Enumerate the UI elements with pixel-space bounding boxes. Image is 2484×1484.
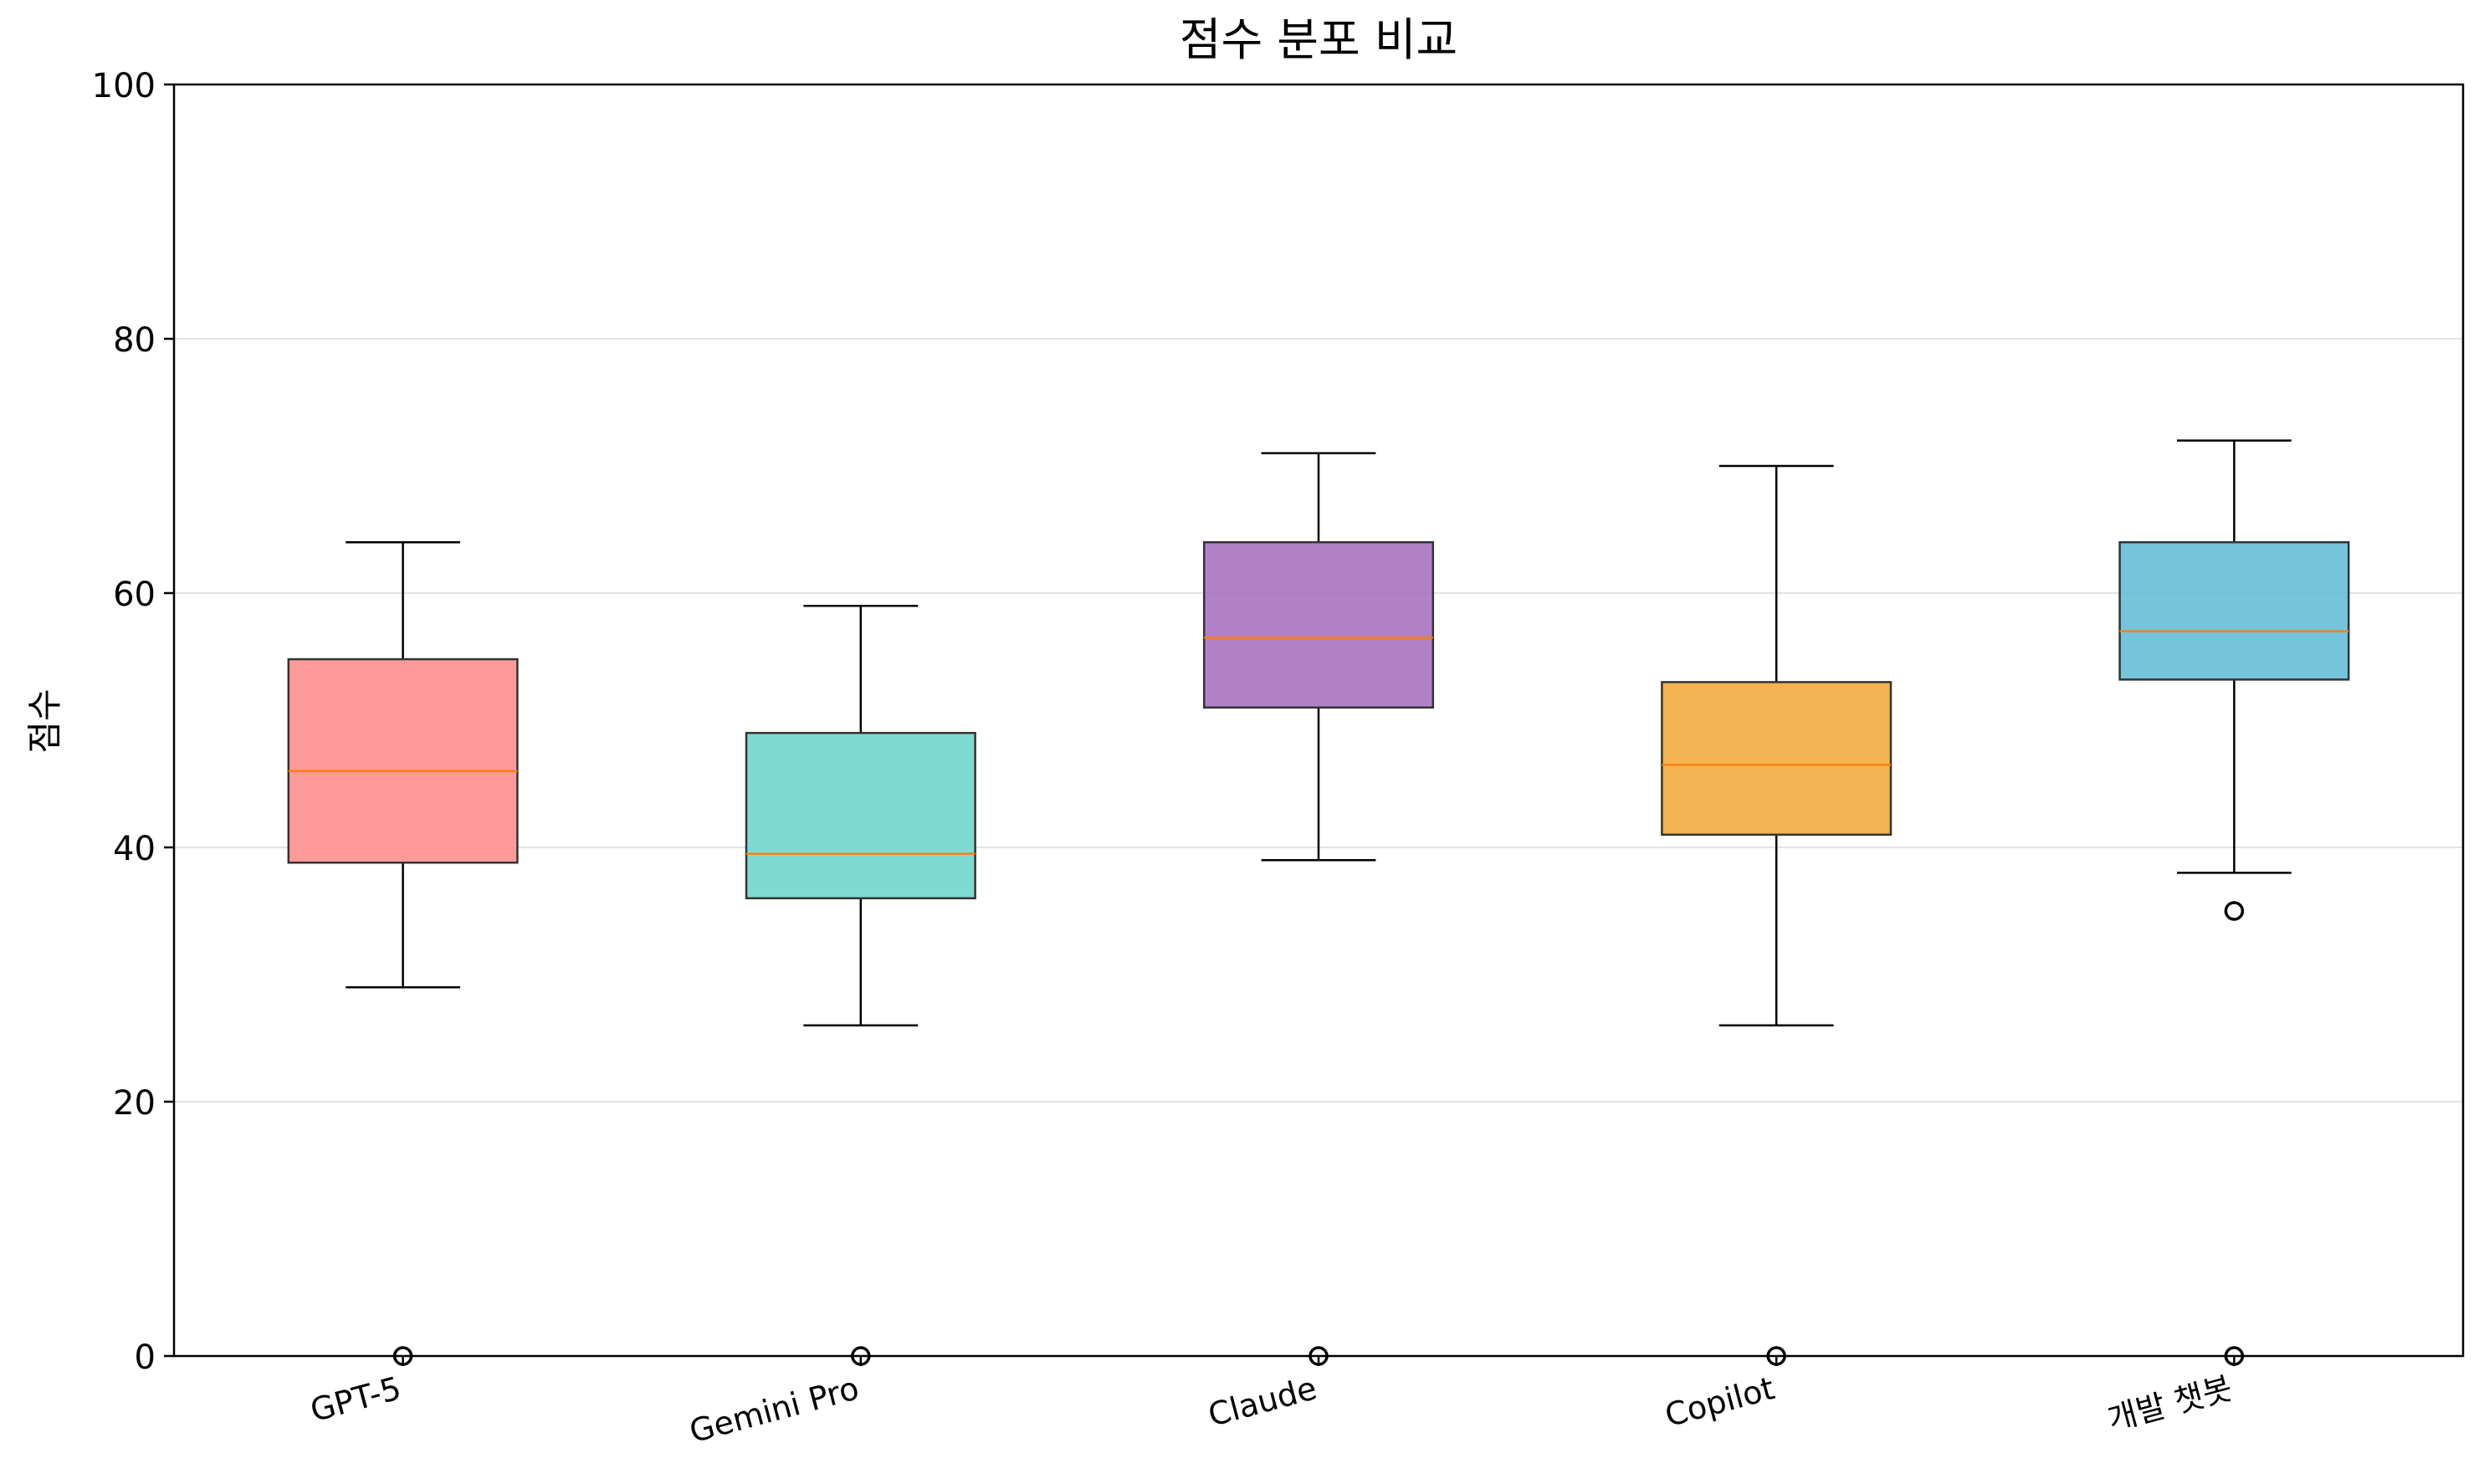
- x-tick-label: GPT-5: [306, 1369, 405, 1429]
- box-group: [745, 604, 976, 1366]
- y-tick-label: 80: [113, 321, 156, 360]
- box-iqr: [1202, 540, 1435, 709]
- y-tick-label: 60: [113, 576, 156, 614]
- box-iqr: [2118, 540, 2350, 681]
- outlier-point: [2224, 901, 2245, 921]
- box-group: [1661, 464, 1892, 1366]
- y-tick-label: 20: [113, 1084, 156, 1123]
- box-group: [2118, 439, 2350, 1366]
- x-tick-label: Gemini Pro: [685, 1369, 863, 1450]
- x-tick-label: 개발 챗봇: [2104, 1369, 2236, 1438]
- box-iqr: [1661, 681, 1892, 837]
- box-iqr: [745, 731, 976, 900]
- box-group: [1202, 452, 1435, 1366]
- boxes: [287, 439, 2350, 1366]
- y-axis-ticks: 0 20 40 60 80 100: [92, 67, 174, 1377]
- x-tick-label: Copilot: [1662, 1369, 1779, 1434]
- y-tick-label: 40: [113, 830, 156, 868]
- box-group: [287, 540, 519, 1366]
- x-axis-ticks: GPT-5 Gemini Pro Claude Copilot 개발 챗봇: [306, 1356, 2236, 1450]
- x-tick-label: Claude: [1204, 1369, 1320, 1434]
- chart-title: 점수 분포 비교: [1180, 13, 1457, 66]
- plot-frame: [172, 83, 2465, 1358]
- y-tick-label: 100: [92, 67, 156, 105]
- box-iqr: [287, 658, 519, 864]
- y-axis-label: 점수: [24, 688, 65, 753]
- y-tick-label: 0: [135, 1338, 156, 1377]
